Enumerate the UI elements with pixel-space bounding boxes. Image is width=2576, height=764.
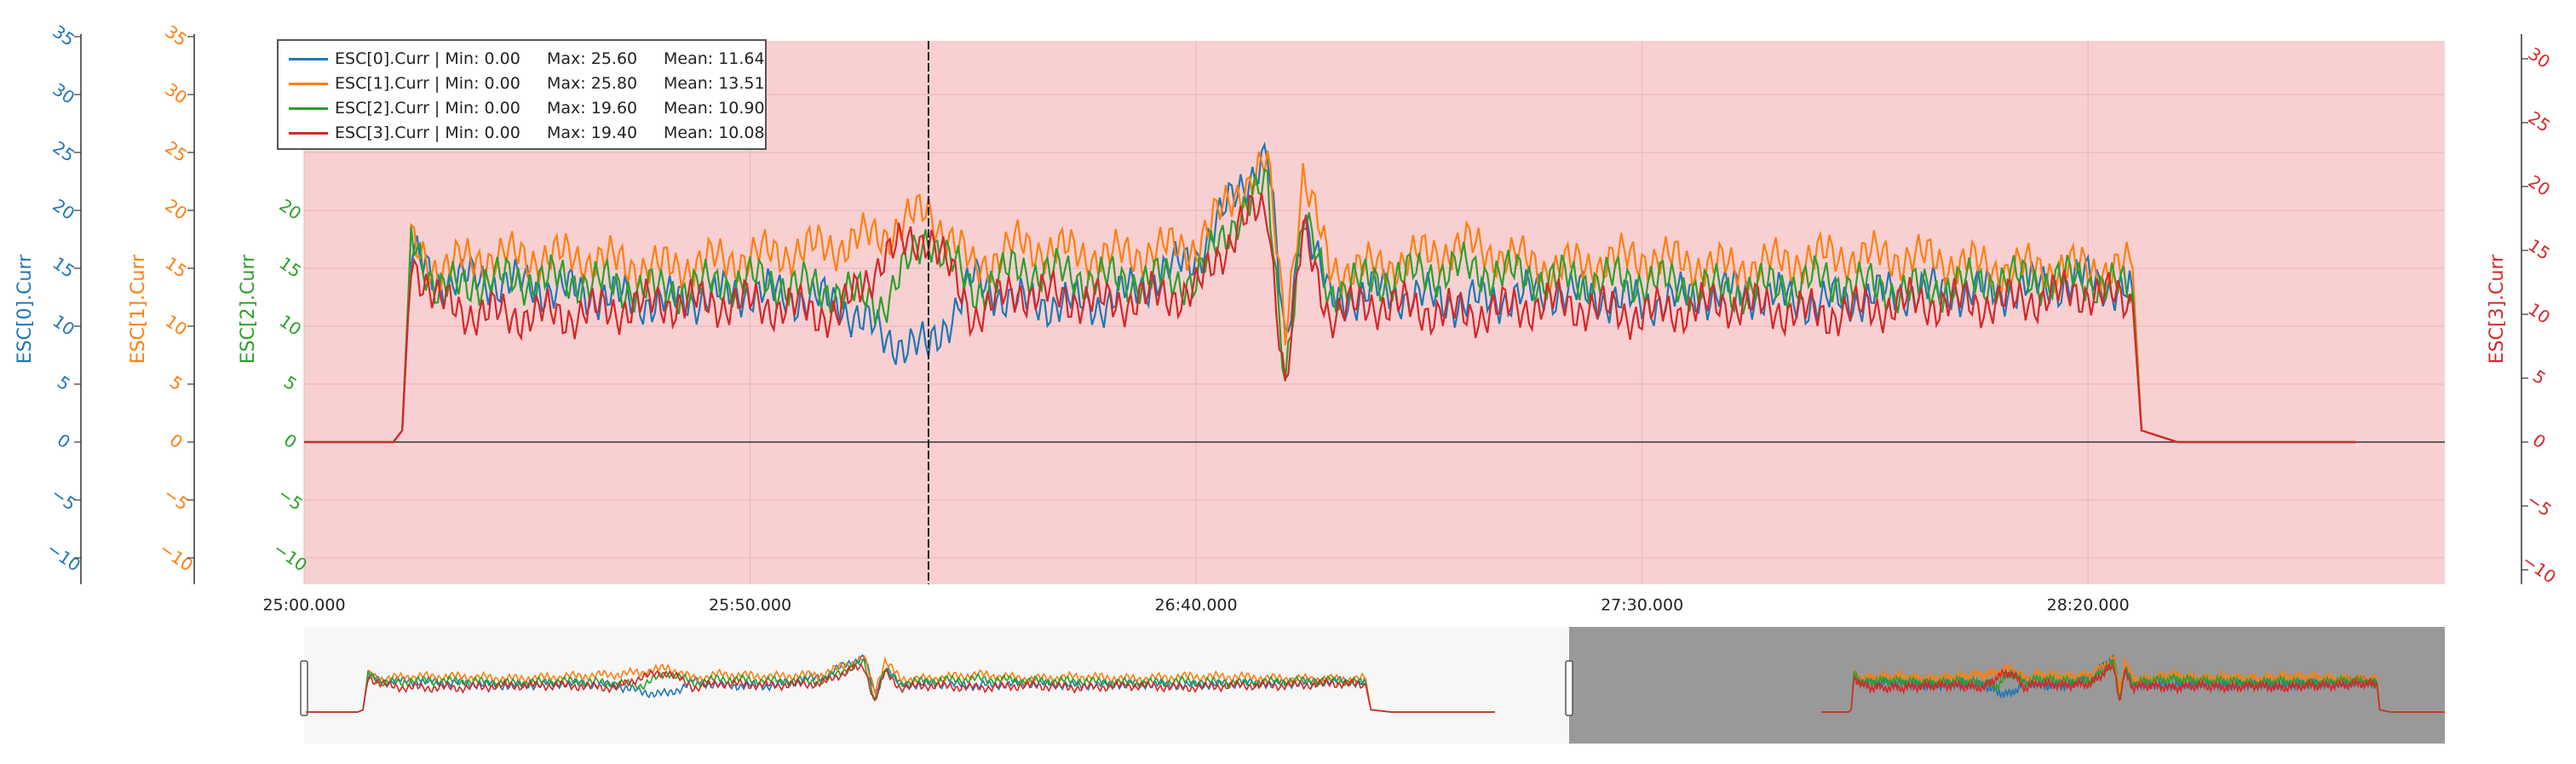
x-tick-label: 25:50.000 [709, 596, 791, 615]
legend-label: ESC[2].Curr | Min: 0.00 [335, 99, 520, 118]
legend-swatch [289, 58, 328, 60]
x-tick-label: 28:20.000 [2047, 596, 2130, 615]
legend-max: Max: 19.60 [547, 99, 638, 118]
y-tick-label-esc3: −10 [2519, 550, 2560, 588]
legend-mean: Mean: 11.64 [664, 49, 765, 68]
legend-entry-esc0[interactable]: ESC[0].Curr | Min: 0.00 Max: 25.60 Mean:… [279, 47, 765, 71]
legend-max: Max: 19.40 [547, 124, 638, 142]
navigator-series-esc3 [306, 663, 1495, 713]
y-tick-label-esc3: 10 [2525, 299, 2555, 328]
y-tick-label-esc2: −5 [274, 483, 307, 514]
legend-mean: Mean: 10.08 [664, 124, 765, 142]
legend-entry-esc1[interactable]: ESC[1].Curr | Min: 0.00 Max: 25.80 Mean:… [279, 72, 765, 95]
navigator-handle-right [1565, 660, 1573, 716]
y-tick-label-esc1: 15 [162, 253, 192, 282]
navigator-series-esc1 [306, 654, 1495, 713]
legend-max: Max: 25.60 [547, 49, 638, 68]
legend-max: Max: 25.80 [547, 74, 638, 93]
x-tick-label: 27:30.000 [1601, 596, 1683, 615]
legend-label: ESC[3].Curr | Min: 0.00 [335, 124, 520, 142]
legend-mean: Mean: 13.51 [664, 74, 765, 93]
y-tick-label-esc1: 20 [162, 195, 192, 224]
y-tick-label-esc1: 10 [162, 311, 192, 340]
y-tick-label-esc3: −5 [2523, 489, 2556, 520]
y-tick-label-esc0: 35 [49, 21, 79, 50]
y-tick-label-esc1: 30 [162, 79, 192, 108]
y-tick-label-esc1: −5 [160, 483, 193, 514]
y-tick-label-esc1: 35 [162, 21, 192, 50]
navigator-handle-left [300, 660, 308, 716]
y-tick-label-esc0: 15 [49, 253, 79, 282]
series-line-esc1 [304, 150, 2356, 444]
y-tick-label-esc3: 25 [2525, 107, 2555, 136]
x-tick-label: 26:40.000 [1155, 596, 1238, 615]
y-tick-label-esc2: 5 [280, 371, 301, 394]
y-tick-label-esc1: 0 [166, 429, 187, 452]
y-axis-title-esc0: ESC[0].Curr [14, 254, 36, 364]
series-line-esc2 [304, 168, 2356, 444]
legend-label: ESC[0].Curr | Min: 0.00 [335, 49, 520, 68]
y-tick-label-esc3: 15 [2525, 235, 2555, 264]
series-line-esc3 [304, 192, 2356, 444]
y-tick-label-esc2: 10 [276, 311, 306, 340]
y-tick-label-esc0: 25 [49, 137, 79, 166]
y-tick-label-esc0: 5 [54, 371, 74, 394]
y-tick-label-esc3: 20 [2525, 171, 2555, 200]
y-tick-label-esc1: 5 [166, 371, 187, 394]
navigator-series-esc3-zoomed [1821, 662, 2445, 713]
y-axis-title-esc1: ESC[1].Curr [128, 254, 149, 364]
legend-label: ESC[1].Curr | Min: 0.00 [335, 74, 520, 93]
y-tick-label-esc0: −10 [43, 538, 84, 576]
y-tick-label-esc1: −10 [156, 538, 197, 576]
legend-entry-esc3[interactable]: ESC[3].Curr | Min: 0.00 Max: 19.40 Mean:… [279, 121, 765, 145]
x-tick-label: 25:00.000 [262, 596, 345, 615]
legend-swatch [289, 132, 328, 135]
navigator-series-esc2-zoomed [1821, 658, 2445, 713]
y-tick-label-esc0: −5 [48, 483, 80, 514]
legend-entry-esc2[interactable]: ESC[2].Curr | Min: 0.00 Max: 19.60 Mean:… [279, 96, 765, 120]
y-tick-label-esc0: 0 [54, 429, 74, 452]
y-tick-label-esc3: 30 [2525, 43, 2555, 72]
y-tick-label-esc0: 20 [49, 195, 79, 224]
navigator-series-esc2 [306, 658, 1495, 713]
y-tick-label-esc1: 25 [162, 137, 192, 166]
y-tick-label-esc2: 0 [280, 429, 301, 452]
y-tick-label-esc0: 30 [49, 79, 79, 108]
y-axis-title-esc3: ESC[3].Curr [2487, 254, 2508, 364]
y-tick-label-esc0: 10 [49, 311, 79, 340]
y-tick-label-esc3: 0 [2529, 429, 2550, 452]
legend[interactable]: ESC[0].Curr | Min: 0.00 Max: 25.60 Mean:… [277, 39, 767, 150]
y-tick-label-esc2: 15 [276, 253, 306, 282]
legend-swatch [289, 107, 328, 110]
legend-swatch [289, 83, 328, 85]
y-tick-label-esc2: 20 [276, 195, 306, 224]
y-axis-title-esc2: ESC[2].Curr [238, 254, 259, 364]
legend-mean: Mean: 10.90 [664, 99, 765, 118]
y-tick-label-esc3: 5 [2529, 365, 2550, 388]
